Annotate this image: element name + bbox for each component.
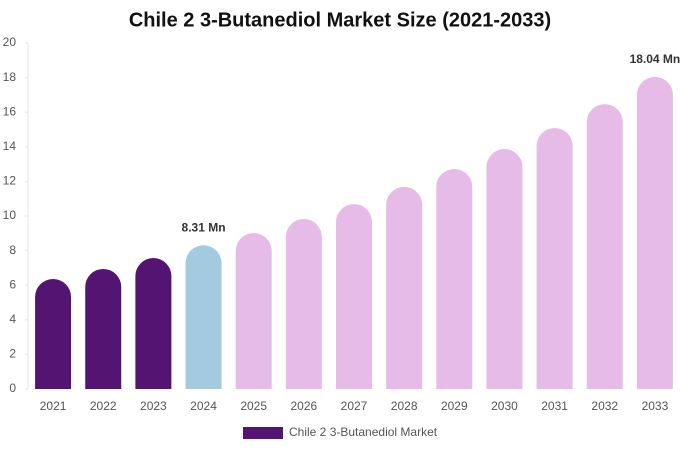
bar (285, 218, 322, 389)
y-tick-label: 2 (9, 347, 16, 361)
bar (436, 168, 473, 389)
y-tick-label: 4 (9, 312, 16, 326)
x-tick-label: 2032 (591, 399, 618, 413)
x-tick-label: 2021 (40, 399, 67, 413)
value-label: 8.31 Mn (182, 220, 226, 234)
chart-title: Chile 2 3-Butanediol Market Size (2021-2… (129, 9, 551, 31)
x-tick-label: 2024 (190, 399, 217, 413)
x-tick-label: 2023 (140, 399, 167, 413)
bar (536, 127, 573, 390)
x-tick-label: 2031 (541, 399, 568, 413)
y-tick-label: 14 (3, 139, 17, 153)
x-tick-label: 2028 (391, 399, 418, 413)
y-tick-label: 18 (3, 70, 17, 84)
bar (586, 104, 623, 389)
bar (235, 232, 272, 389)
y-tick-label: 16 (3, 104, 17, 118)
bar (185, 245, 222, 389)
x-tick-label: 2026 (290, 399, 317, 413)
legend-label: Chile 2 3-Butanediol Market (289, 425, 438, 439)
bar (85, 268, 122, 389)
y-tick-label: 0 (9, 381, 16, 395)
bar (35, 278, 72, 389)
x-tick-label: 2027 (341, 399, 368, 413)
y-tick-label: 8 (9, 243, 16, 257)
x-tick-label: 2030 (491, 399, 518, 413)
x-tick-label: 2033 (642, 399, 669, 413)
value-label: 18.04 Mn (630, 52, 680, 66)
legend-swatch (243, 427, 283, 439)
y-tick-label: 20 (3, 35, 17, 49)
bar (135, 258, 172, 389)
bar (386, 186, 423, 389)
y-tick-label: 10 (3, 208, 17, 222)
x-tick-label: 2029 (441, 399, 468, 413)
y-tick-label: 6 (9, 277, 16, 291)
x-tick-label: 2022 (90, 399, 117, 413)
bar (486, 149, 523, 389)
y-tick-label: 12 (3, 174, 17, 188)
bar (336, 204, 372, 389)
bar (636, 76, 673, 390)
x-tick-label: 2025 (240, 399, 267, 413)
